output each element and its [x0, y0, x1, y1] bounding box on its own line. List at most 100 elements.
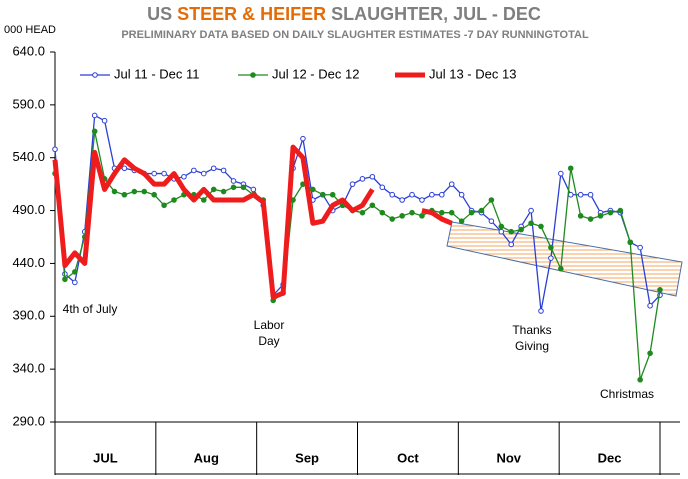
point: [131, 188, 138, 195]
point: [637, 376, 643, 383]
point: [439, 209, 445, 216]
title-part: STEER & HEIFER: [177, 4, 331, 24]
point: [577, 213, 584, 219]
point: [399, 213, 405, 219]
point: [429, 191, 435, 198]
point: [389, 216, 396, 222]
point: [647, 302, 653, 309]
point: [230, 178, 237, 184]
point: [72, 269, 78, 275]
y-tick-label: 540.0: [12, 149, 45, 164]
point: [587, 216, 594, 222]
point: [389, 191, 396, 198]
x-tick-label: Dec: [598, 450, 622, 465]
y-tick-label: 490.0: [12, 202, 45, 217]
point: [52, 146, 58, 153]
point: [72, 279, 78, 286]
point: [478, 207, 485, 214]
point: [379, 184, 386, 191]
point: [627, 239, 634, 246]
x-tick-label: JUL: [93, 450, 118, 465]
point: [439, 191, 445, 198]
chart-title: US STEER & HEIFER SLAUGHTER, JUL - DEC: [147, 4, 541, 24]
point: [637, 244, 643, 251]
point: [151, 170, 157, 177]
point: [468, 209, 475, 216]
point: [528, 220, 534, 227]
point: [349, 181, 356, 187]
point: [300, 135, 306, 142]
point: [577, 191, 584, 198]
point: [399, 197, 405, 203]
point: [498, 223, 505, 230]
point: [200, 197, 207, 203]
point: [220, 167, 227, 174]
point: [528, 207, 534, 214]
annotation: Christmas: [600, 387, 654, 401]
point: [567, 165, 574, 172]
y-tick-label: 290.0: [12, 413, 45, 428]
point: [458, 218, 465, 224]
point: [518, 226, 524, 233]
point: [558, 265, 564, 272]
x-tick-label: Oct: [397, 450, 419, 465]
point: [101, 117, 108, 124]
y-tick-label: 590.0: [12, 96, 45, 111]
annotation: Day: [258, 334, 279, 348]
point: [369, 173, 376, 180]
point: [419, 213, 425, 219]
point: [657, 287, 663, 293]
point: [359, 209, 366, 216]
point: [607, 209, 614, 216]
y-tick-label: 440.0: [12, 255, 45, 270]
point: [647, 350, 653, 357]
point: [409, 191, 415, 198]
point: [419, 197, 425, 203]
point: [448, 181, 455, 187]
legend-marker: [92, 72, 98, 78]
y-tick-label: 390.0: [12, 308, 45, 323]
point: [200, 170, 207, 177]
point: [62, 276, 68, 283]
point: [319, 191, 326, 198]
legend-marker: [250, 72, 256, 78]
annotation: Labor: [254, 318, 285, 332]
y-axis-label: 000 HEAD: [4, 24, 56, 36]
point: [558, 170, 564, 177]
annotation: Giving: [515, 339, 549, 353]
point: [379, 209, 386, 216]
point: [230, 184, 237, 191]
x-tick-label: Sep: [295, 450, 319, 465]
x-tick-label: Nov: [496, 450, 521, 465]
title-part: SLAUGHTER, JUL - DEC: [331, 4, 541, 24]
point: [508, 228, 515, 235]
point: [191, 167, 197, 174]
point: [448, 209, 455, 216]
x-tick-label: Aug: [194, 450, 219, 465]
point: [111, 188, 118, 195]
point: [121, 191, 128, 198]
point: [458, 191, 465, 198]
point: [548, 255, 554, 261]
point: [210, 165, 217, 172]
point: [409, 209, 415, 216]
point: [181, 173, 187, 180]
point: [548, 244, 554, 251]
point: [220, 188, 227, 195]
legend-label: Jul 11 - Dec 11: [114, 66, 200, 81]
point: [617, 207, 624, 214]
title-part: US: [147, 4, 177, 24]
point: [488, 197, 495, 203]
point: [369, 202, 376, 209]
point: [508, 241, 515, 248]
point: [587, 191, 594, 198]
point: [597, 213, 604, 219]
point: [250, 186, 257, 193]
chart-subtitle: PRELIMINARY DATA BASED ON DAILY SLAUGHTE…: [121, 29, 589, 41]
point: [151, 191, 157, 198]
point: [359, 176, 366, 182]
point: [171, 197, 177, 203]
series-line: [52, 144, 375, 300]
point: [498, 228, 505, 235]
